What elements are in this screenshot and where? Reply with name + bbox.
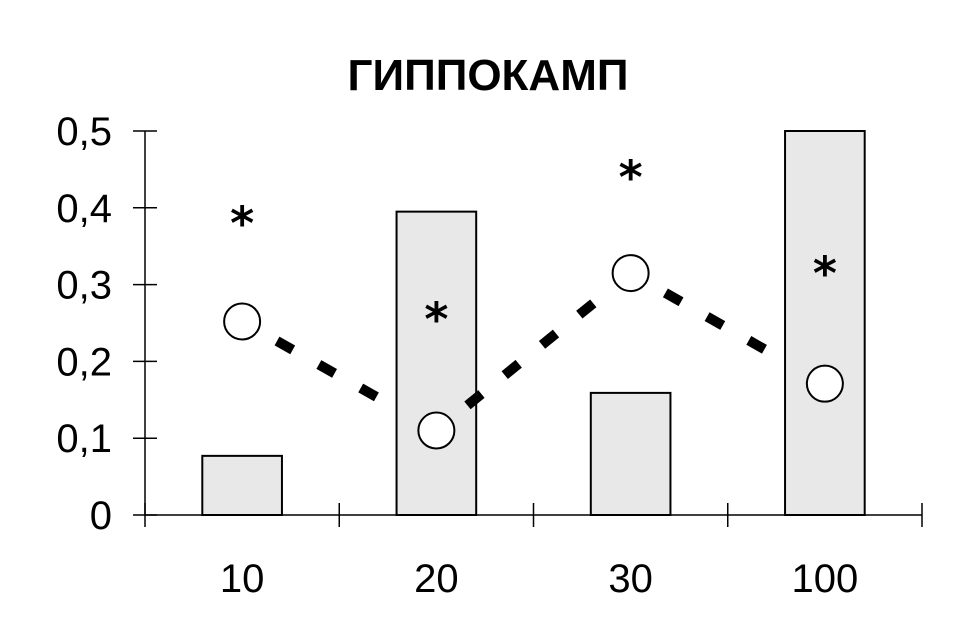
axes: 0 0,1 0,2 0,3 0,4 0,5 10 20 30 100 — [56, 110, 923, 601]
line-series — [274, 288, 793, 416]
line-segment — [662, 288, 793, 369]
y-tick-label: 0,2 — [56, 340, 112, 384]
line-point — [417, 411, 456, 450]
significance-star: * — [619, 150, 643, 204]
bar — [589, 391, 672, 516]
x-tick-label: 20 — [414, 557, 459, 601]
bar-series — [201, 130, 866, 517]
significance-star: * — [230, 196, 254, 250]
line-markers — [223, 254, 844, 450]
y-tick-label: 0,4 — [56, 187, 112, 231]
significance-star: * — [424, 292, 448, 346]
y-tick-label: 0,5 — [56, 110, 112, 154]
line-point — [805, 364, 844, 403]
y-tick-label: 0 — [90, 494, 112, 538]
significance-markers: * * * * — [230, 150, 837, 346]
bar — [201, 454, 283, 517]
y-tick-label: 0,1 — [56, 417, 112, 461]
line-point — [223, 302, 262, 341]
x-tick-label: 100 — [792, 557, 859, 601]
x-tick-label: 30 — [608, 557, 653, 601]
bar — [395, 210, 478, 516]
significance-star: * — [813, 246, 837, 300]
line-point — [611, 254, 650, 293]
x-tick-label: 10 — [220, 557, 265, 601]
y-tick-label: 0,3 — [56, 264, 112, 308]
chart-title: ГИППОКАМП — [348, 51, 629, 100]
line-segment — [464, 294, 603, 410]
bar — [784, 130, 866, 516]
line-segment — [274, 336, 404, 416]
